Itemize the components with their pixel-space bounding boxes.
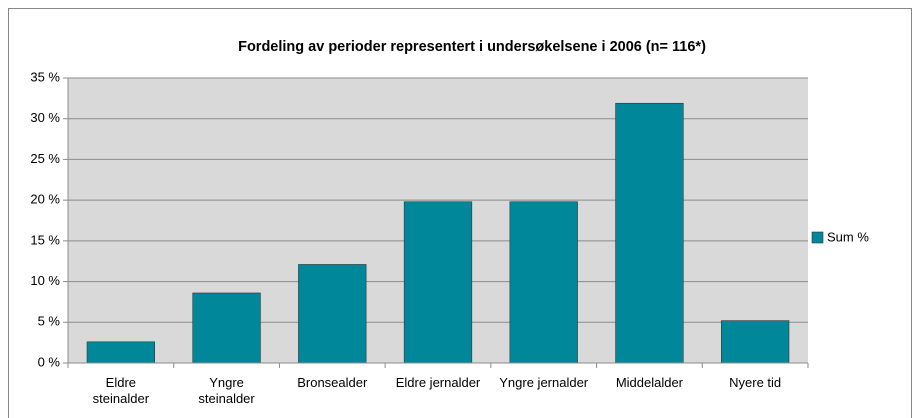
x-tick-label: Nyere tid [729, 375, 782, 390]
y-tick-label: 15 % [30, 232, 60, 247]
x-tick-label: Bronsealder [297, 375, 368, 390]
legend-label: Sum % [827, 229, 869, 244]
bar [298, 264, 367, 364]
y-tick-label: 30 % [30, 110, 60, 125]
bar [509, 201, 578, 364]
y-tick-label: 5 % [38, 314, 61, 329]
y-tick-label: 10 % [30, 273, 60, 288]
y-tick-label: 25 % [30, 151, 60, 166]
bar [615, 102, 684, 364]
x-tick-label: Yngre jernalder [499, 375, 589, 390]
y-tick-label: 35 % [30, 69, 60, 84]
bar [721, 320, 790, 364]
legend-swatch [811, 231, 824, 244]
y-tick-label: 0 % [38, 354, 61, 369]
x-tick-label: Eldre steinalder [92, 375, 150, 406]
y-tick-label: 20 % [30, 192, 60, 207]
bar [403, 201, 473, 364]
x-tick-label: Yngre steinalder [198, 375, 255, 406]
bar [86, 341, 155, 364]
x-tick-label: Eldre jernalder [395, 375, 481, 390]
bar [192, 292, 261, 364]
x-tick-label: Middelalder [615, 375, 684, 390]
chart-title: Fordeling av perioder representert i und… [238, 39, 706, 55]
